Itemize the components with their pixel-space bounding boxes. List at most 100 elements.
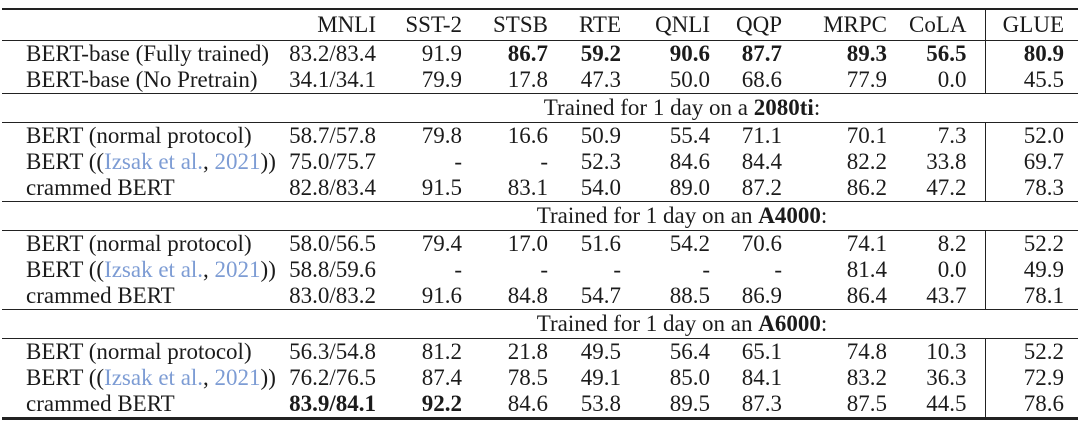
metric-cell-qnli: 88.5 bbox=[669, 282, 710, 308]
table-row: BERT-base (Fully trained) 83.2/83.4 91.9 86… bbox=[2, 40, 1078, 67]
table-row: crammed BERT 83.9/84.1 92.2 84.6 53.8 89.5 87.… bbox=[2, 390, 1078, 418]
metric-cell-sst2: 92.2 bbox=[421, 390, 462, 416]
metric-cell-qnli: 50.0 bbox=[669, 66, 710, 92]
metric-cell-mnli: 83.2/83.4 bbox=[289, 40, 376, 66]
table-row: crammed BERT 82.8/83.4 91.5 83.1 54.0 89.0 87.… bbox=[2, 174, 1078, 201]
metric-cell-mnli: 83.0/83.2 bbox=[289, 282, 376, 308]
section-banner: Trained for 1 day on an A6000: bbox=[286, 309, 1078, 338]
metric-cell-qqp: 65.1 bbox=[741, 338, 782, 364]
metric-cell-mrpc: 89.3 bbox=[846, 40, 887, 66]
banner-suffix: : bbox=[813, 94, 821, 120]
metric-cell-mrpc: 70.1 bbox=[846, 122, 887, 148]
metric-cell-stsb: 86.7 bbox=[507, 40, 548, 66]
col-header-glue: GLUE bbox=[984, 9, 1078, 40]
metric-cell-rte: 52.3 bbox=[580, 148, 621, 174]
metric-cell-mrpc: 74.1 bbox=[846, 230, 887, 256]
metric-cell-cola: 7.3 bbox=[937, 122, 967, 148]
metric-cell-mnli: 75.0/75.7 bbox=[289, 148, 376, 174]
metric-cell-stsb: - bbox=[540, 256, 548, 282]
banner-suffix: : bbox=[820, 202, 828, 228]
section-banner-row: Trained for 1 day on a 2080ti: bbox=[2, 93, 1078, 122]
citation-separator: , bbox=[203, 148, 215, 174]
metric-cell-glue: 52.0 bbox=[984, 122, 1078, 149]
col-header-sst2: SST-2 bbox=[405, 11, 462, 37]
metric-cell-mrpc: 77.9 bbox=[846, 66, 887, 92]
metric-cell-qqp: 70.6 bbox=[741, 230, 782, 256]
citation-separator: , bbox=[203, 256, 215, 282]
metric-cell-cola: 8.2 bbox=[937, 230, 967, 256]
row-label: BERT-base (No Pretrain) bbox=[26, 66, 258, 92]
metric-cell-mnli: 58.0/56.5 bbox=[289, 230, 376, 256]
metric-cell-glue: 52.2 bbox=[984, 230, 1078, 257]
row-label: BERT ((Izsak et al., 2021)) bbox=[2, 257, 286, 283]
metric-cell-mnli: 58.8/59.6 bbox=[289, 256, 376, 282]
metric-cell-rte: 54.0 bbox=[580, 174, 621, 200]
metric-cell-glue: 80.9 bbox=[984, 40, 1078, 67]
table-section-3: Trained for 1 day on an A6000: BERT (norm… bbox=[2, 309, 1078, 418]
metric-cell-qnli: 85.0 bbox=[669, 364, 710, 390]
gpu-name: A4000 bbox=[758, 202, 821, 228]
metric-cell-sst2: 87.4 bbox=[421, 364, 462, 390]
metric-cell-qnli: 89.5 bbox=[669, 390, 710, 416]
metric-cell-cola: 33.8 bbox=[926, 148, 967, 174]
row-label-text: BERT (( bbox=[26, 148, 105, 174]
metric-cell-qqp: 86.9 bbox=[741, 282, 782, 308]
metric-cell-cola: 47.2 bbox=[926, 174, 967, 200]
metric-cell-qnli: 90.6 bbox=[669, 40, 710, 66]
table-row: BERT ((Izsak et al., 2021)) 58.8/59.6- - - -… bbox=[2, 256, 1078, 283]
col-header-qnli: QNLI bbox=[655, 11, 710, 37]
citation-link[interactable]: Izsak et al. bbox=[104, 364, 204, 390]
metric-cell-qnli: 55.4 bbox=[669, 122, 710, 148]
section-banner: Trained for 1 day on a 2080ti: bbox=[286, 93, 1078, 122]
row-label: BERT (normal protocol) bbox=[26, 338, 252, 364]
metric-cell-sst2: 91.5 bbox=[421, 174, 462, 200]
metric-cell-qqp: - bbox=[774, 256, 782, 282]
metric-cell-qqp: 87.2 bbox=[741, 174, 782, 200]
metric-cell-qqp: 87.7 bbox=[741, 40, 782, 66]
metric-cell-glue: 52.2 bbox=[984, 338, 1078, 365]
metric-cell-sst2: 81.2 bbox=[421, 338, 462, 364]
metric-cell-qnli: 84.6 bbox=[669, 148, 710, 174]
metric-cell-qqp: 84.4 bbox=[741, 148, 782, 174]
table-row: BERT ((Izsak et al., 2021)) 76.2/76.5 87.4… bbox=[2, 364, 1078, 391]
citation-year-link[interactable]: 2021 bbox=[214, 256, 261, 282]
col-header-rte: RTE bbox=[578, 11, 621, 37]
metric-cell-cola: 36.3 bbox=[926, 364, 967, 390]
citation-year-link[interactable]: 2021 bbox=[214, 148, 261, 174]
table-row: BERT-base (No Pretrain) 34.1/34.1 79.9 17.8… bbox=[2, 66, 1078, 93]
row-label: BERT (normal protocol) bbox=[26, 230, 252, 256]
section-banner: Trained for 1 day on an A4000: bbox=[286, 201, 1078, 230]
metric-cell-glue: 78.3 bbox=[984, 174, 1078, 201]
col-header-qqp: QQP bbox=[735, 11, 782, 37]
citation-separator: , bbox=[203, 364, 215, 390]
metric-cell-sst2: - bbox=[454, 148, 462, 174]
metric-cell-mrpc: 86.4 bbox=[846, 282, 887, 308]
col-header-stsb: STSB bbox=[493, 11, 548, 37]
metric-cell-glue: 69.7 bbox=[984, 148, 1078, 175]
metric-cell-qnli: 54.2 bbox=[669, 230, 710, 256]
metric-cell-stsb: 84.8 bbox=[507, 282, 548, 308]
metric-cell-qnli: 89.0 bbox=[669, 174, 710, 200]
metric-cell-mnli: 82.8/83.4 bbox=[289, 174, 376, 200]
banner-text: Trained for 1 day on an bbox=[536, 310, 759, 336]
metric-cell-qqp: 87.3 bbox=[741, 390, 782, 416]
banner-spacer-cell bbox=[2, 93, 286, 122]
row-label: crammed BERT bbox=[26, 390, 175, 416]
metric-cell-mrpc: 82.2 bbox=[846, 148, 887, 174]
metric-cell-sst2: 91.6 bbox=[421, 282, 462, 308]
row-label: BERT (normal protocol) bbox=[26, 122, 252, 148]
metric-cell-stsb: 84.6 bbox=[507, 390, 548, 416]
table-row: BERT (normal protocol) 58.0/56.5 79.4 17.0 5… bbox=[2, 230, 1078, 257]
metric-cell-sst2: 79.8 bbox=[421, 122, 462, 148]
citation-year-link[interactable]: 2021 bbox=[214, 364, 261, 390]
metric-cell-mnli: 83.9/84.1 bbox=[289, 390, 376, 416]
citation-link[interactable]: Izsak et al. bbox=[104, 148, 204, 174]
metric-cell-cola: 43.7 bbox=[926, 282, 967, 308]
row-label-text: )) bbox=[260, 364, 276, 390]
citation-link[interactable]: Izsak et al. bbox=[104, 256, 204, 282]
row-label-text: )) bbox=[260, 256, 276, 282]
banner-spacer-cell bbox=[2, 309, 286, 338]
header-row-label-spacer bbox=[2, 9, 286, 40]
row-label: BERT ((Izsak et al., 2021)) bbox=[2, 365, 286, 391]
